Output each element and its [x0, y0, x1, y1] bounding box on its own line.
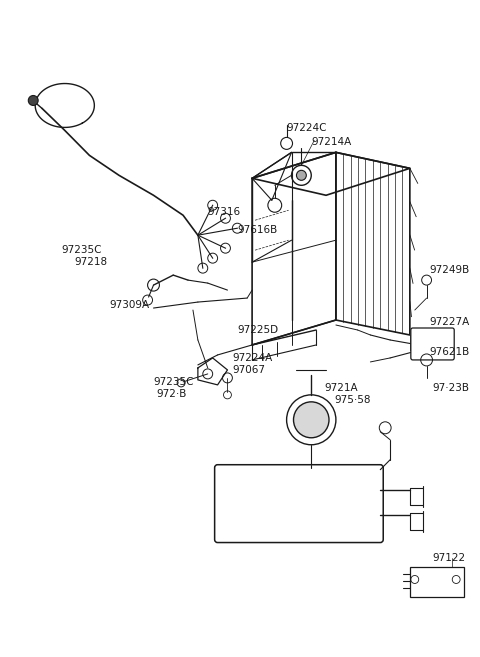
Text: 97214A: 97214A — [311, 137, 351, 147]
Text: 97235C: 97235C — [154, 377, 194, 387]
FancyBboxPatch shape — [411, 328, 454, 360]
Text: 975·58: 975·58 — [334, 395, 371, 405]
FancyBboxPatch shape — [215, 464, 383, 543]
Text: 97224C: 97224C — [287, 124, 327, 133]
Text: 97218: 97218 — [74, 257, 108, 267]
Text: 97309A: 97309A — [109, 300, 149, 310]
Text: 97227A: 97227A — [430, 317, 470, 327]
Text: 97·23B: 97·23B — [432, 383, 469, 393]
Bar — [410, 568, 464, 597]
Text: 97621B: 97621B — [430, 347, 470, 357]
Circle shape — [28, 95, 38, 106]
Text: 9721A: 9721A — [324, 383, 358, 393]
Text: 97249B: 97249B — [430, 265, 470, 275]
Text: 97235C: 97235C — [62, 245, 102, 255]
Text: 97224A: 97224A — [232, 353, 273, 363]
Circle shape — [293, 402, 329, 438]
Text: 97316: 97316 — [208, 207, 241, 217]
Text: 97616B: 97616B — [237, 225, 277, 235]
Text: 97122: 97122 — [432, 553, 466, 562]
Circle shape — [297, 170, 306, 180]
Text: 97067: 97067 — [232, 365, 265, 375]
Text: 97225D: 97225D — [237, 325, 278, 335]
Text: 972·B: 972·B — [156, 389, 187, 399]
